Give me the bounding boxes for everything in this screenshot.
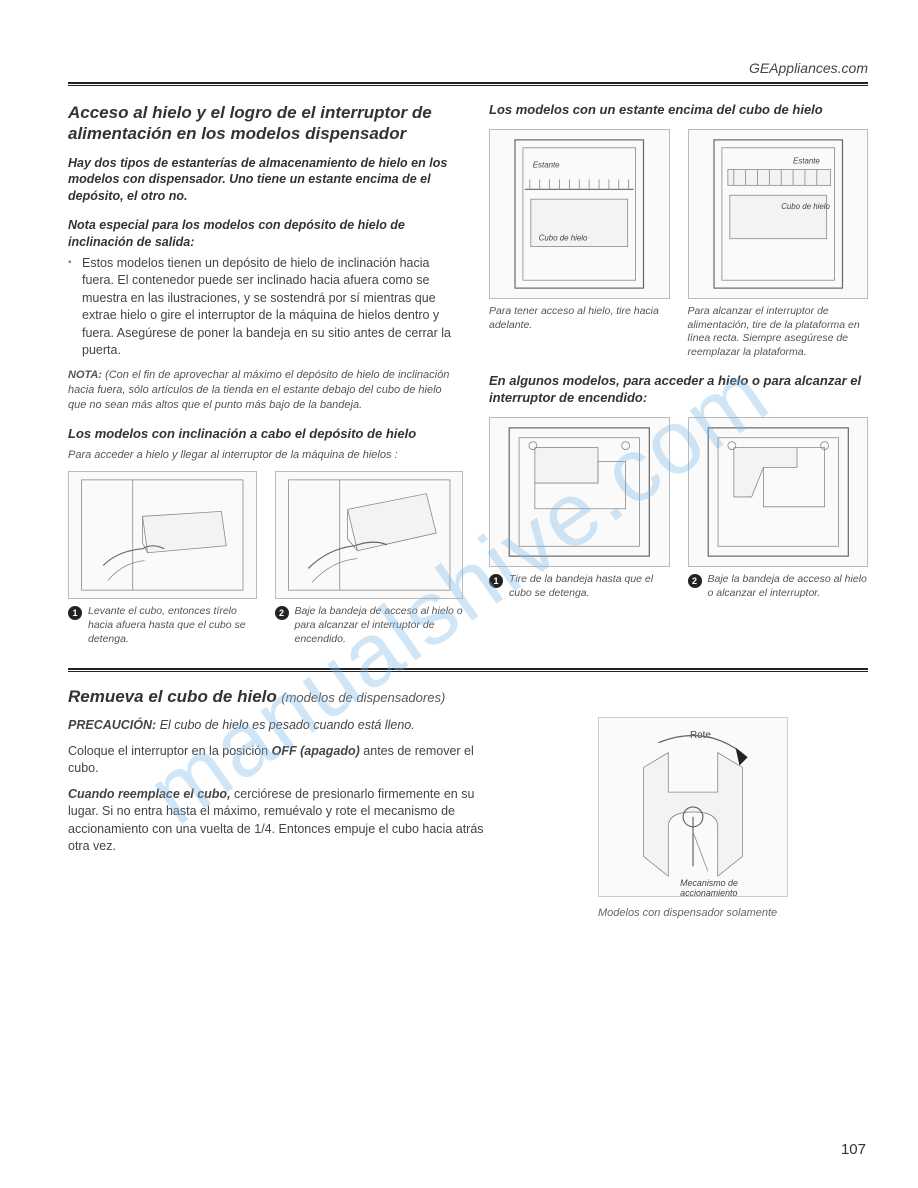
- p1b: OFF (apagado): [272, 744, 360, 758]
- section-divider: [68, 668, 868, 670]
- some-figures: 1 Tire de la bandeja hasta que el cubo s…: [489, 417, 868, 600]
- caution-body: El cubo de hielo es pesado cuando está l…: [160, 718, 415, 732]
- tilt-fig-2: 2 Baje la bandeja de acceso al hielo o p…: [275, 471, 464, 646]
- shelf-fig-1: Estante Cubo de hielo Para tener acceso …: [489, 129, 670, 360]
- nota: NOTA: (Con el fin de aprovechar al máxim…: [68, 368, 463, 413]
- caution-label: PRECAUCIÓN:: [68, 718, 156, 732]
- some-fig2-cap: Baje la bandeja de acceso al hielo o alc…: [708, 573, 869, 600]
- tilt-fig-1: 1 Levante el cubo, entonces tírelo hacia…: [68, 471, 257, 646]
- nota-body: (Con el fin de aprovechar al máximo el d…: [68, 369, 449, 411]
- caution: PRECAUCIÓN: El cubo de hielo es pesado c…: [68, 717, 488, 735]
- lower-left: PRECAUCIÓN: El cubo de hielo es pesado c…: [68, 717, 488, 919]
- shelf-fig1-cap: Para tener acceso al hielo, tire hacia a…: [489, 305, 670, 332]
- some-fig2-badge: 2: [688, 574, 702, 588]
- some-fig1-cap: Tire de la bandeja hasta que el cubo se …: [509, 573, 670, 600]
- nota-label: NOTA:: [68, 369, 102, 381]
- page-number: 107: [841, 1141, 866, 1158]
- column-left: Acceso al hielo y el logro de el interru…: [68, 102, 463, 646]
- tilt-fig2-badge: 2: [275, 606, 289, 620]
- mechanism-figure: Rote Mecanismo de accionamiento: [598, 717, 788, 897]
- tilt-subcap: Para acceder a hielo y llegar al interru…: [68, 449, 463, 461]
- some-heading: En algunos modelos, para acceder a hielo…: [489, 373, 868, 407]
- section-divider-thin: [68, 671, 868, 672]
- svg-text:Cubo de hielo: Cubo de hielo: [781, 202, 830, 211]
- section2-title-sub: (modelos de dispensadores): [281, 690, 445, 705]
- column-right: Los modelos con un estante encima del cu…: [489, 102, 868, 646]
- tilt-figures: 1 Levante el cubo, entonces tírelo hacia…: [68, 471, 463, 646]
- shelf-fig-2: Estante Cubo de hielo Para alcanzar el i…: [688, 129, 869, 360]
- tilt-fig1-cap: Levante el cubo, entonces tírelo hacia a…: [88, 605, 257, 646]
- p1a: Coloque el interruptor en la posición: [68, 744, 272, 758]
- section2-title: Remueva el cubo de hielo: [68, 687, 277, 706]
- tilt-fig2-cap: Baje la bandeja de acceso al hielo o par…: [295, 605, 464, 646]
- header-site-url: GEAppliances.com: [68, 60, 868, 84]
- shelf-heading: Los modelos con un estante encima del cu…: [489, 102, 868, 119]
- svg-text:Estante: Estante: [533, 160, 560, 169]
- svg-text:Mecanismo de: Mecanismo de: [680, 879, 738, 889]
- svg-text:accionamiento: accionamiento: [680, 888, 737, 896]
- some-fig-2: 2 Baje la bandeja de acceso al hielo o a…: [688, 417, 869, 600]
- section1-title: Acceso al hielo y el logro de el interru…: [68, 102, 463, 145]
- some-fig1-badge: 1: [489, 574, 503, 588]
- lower-columns: PRECAUCIÓN: El cubo de hielo es pesado c…: [68, 717, 868, 919]
- section2-title-row: Remueva el cubo de hielo (modelos de dis…: [68, 686, 868, 707]
- mechanism-caption: Modelos con dispensador solamente: [598, 907, 788, 919]
- main-columns: Acceso al hielo y el logro de el interru…: [68, 102, 868, 646]
- special-note-body: Estos modelos tienen un depósito de hiel…: [68, 255, 463, 360]
- p2-lead: Cuando reemplace el cubo,: [68, 787, 231, 801]
- p2: Cuando reemplace el cubo, cerciórese de …: [68, 786, 488, 856]
- tilt-heading: Los modelos con inclinación a cabo el de…: [68, 426, 463, 443]
- some-fig-1: 1 Tire de la bandeja hasta que el cubo s…: [489, 417, 670, 600]
- header-rule: [68, 85, 868, 86]
- svg-text:Estante: Estante: [793, 156, 820, 165]
- tilt-fig1-badge: 1: [68, 606, 82, 620]
- shelf-fig2-cap: Para alcanzar el interruptor de alimenta…: [688, 305, 869, 360]
- p1: Coloque el interruptor en la posición OF…: [68, 743, 488, 778]
- special-note-head: Nota especial para los modelos con depós…: [68, 217, 463, 251]
- shelf-figures: Estante Cubo de hielo Para tener acceso …: [489, 129, 868, 360]
- svg-text:Cubo de hielo: Cubo de hielo: [539, 234, 588, 243]
- lower-right: Rote Mecanismo de accionamiento Modelos …: [518, 717, 868, 919]
- section1-intro: Hay dos tipos de estanterías de almacena…: [68, 155, 463, 206]
